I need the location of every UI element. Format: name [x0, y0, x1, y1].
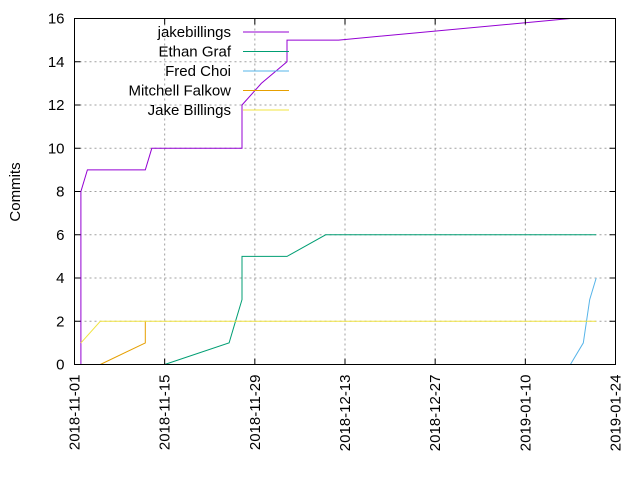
y-tick-label: 4 [56, 270, 64, 287]
legend: jakebillings Ethan Graf Fred Choi Mitchell … [128, 24, 289, 119]
y-tick-label: 0 [56, 357, 64, 374]
series-line-ethan-graf [164, 234, 597, 365]
legend-label: Mitchell Falkow [128, 83, 231, 100]
y-tick-label: 8 [56, 184, 64, 201]
x-tick-label: 2018-11-01 [67, 375, 84, 451]
y-tick-label: 14 [48, 54, 65, 71]
legend-label: Fred Choi [165, 63, 231, 80]
x-tick-label: 2019-01-24 [608, 375, 625, 452]
series-line-jake-billings [80, 320, 597, 344]
y-tick-label: 12 [48, 97, 65, 114]
x-tick-label: 2018-12-27 [427, 375, 444, 452]
x-tick-label: 2018-11-15 [157, 375, 174, 451]
grid-layer [74, 18, 616, 365]
series-layer [80, 18, 597, 365]
y-tick-label: 2 [56, 313, 64, 330]
y-tick-label: 10 [48, 140, 65, 157]
y-tick-label: 16 [48, 11, 65, 28]
y-axis-label: Commits [7, 162, 24, 221]
y-tick-label: 6 [56, 227, 64, 244]
x-tick-label: 2018-11-29 [247, 375, 264, 451]
tick-layer: 0 2 4 6 8 10 12 14 16 2018-11-01 2018-11-15 2018-11… [48, 11, 625, 452]
legend-label: Jake Billings [148, 102, 231, 119]
x-tick-label: 2019-01-10 [517, 375, 534, 452]
series-line-mitchell-falkow [100, 321, 146, 365]
series-line-jakebillings [80, 18, 571, 365]
x-tick-label: 2018-12-13 [337, 375, 354, 452]
legend-label: Ethan Graf [158, 44, 231, 61]
legend-label: jakebillings [157, 24, 231, 41]
